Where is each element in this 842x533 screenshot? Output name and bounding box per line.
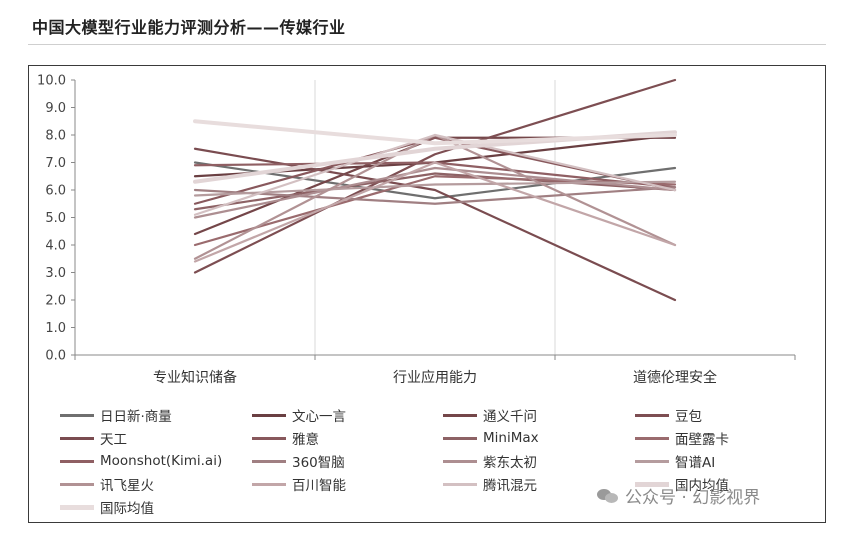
- y-tick-label: 3.0: [45, 266, 66, 281]
- legend-label: 讯飞星火: [100, 478, 154, 494]
- legend-item: MiniMax: [443, 428, 539, 448]
- legend-item: 腾讯混元: [443, 474, 537, 494]
- legend-item: 豆包: [635, 405, 702, 425]
- legend-swatch: [252, 482, 286, 486]
- legend-item: 紫东太初: [443, 451, 537, 471]
- legend-label: 国内均值: [675, 478, 729, 494]
- x-tick-label: 行业应用能力: [393, 369, 477, 386]
- y-tick-label: 10.0: [37, 74, 66, 89]
- legend-swatch: [252, 436, 286, 440]
- legend-swatch: [443, 459, 477, 463]
- legend-label: 紫东太初: [483, 455, 537, 471]
- legend-label: 雅意: [292, 432, 319, 448]
- legend-swatch: [635, 459, 669, 463]
- series-path: [193, 175, 677, 247]
- legend-label: 天工: [100, 432, 127, 448]
- x-tick-label: 专业知识储备: [153, 369, 237, 386]
- legend-swatch: [635, 481, 669, 487]
- legend-item: 百川智能: [252, 474, 346, 494]
- legend-item: 面壁露卡: [635, 428, 729, 448]
- y-tick-label: 8.0: [45, 129, 66, 144]
- legend-swatch: [60, 482, 94, 486]
- legend-item: 通义千问: [443, 405, 537, 425]
- legend-swatch: [60, 504, 94, 510]
- legend-swatch: [60, 436, 94, 440]
- y-tick-label: 9.0: [45, 101, 66, 116]
- legend-label: 腾讯混元: [483, 478, 537, 494]
- legend-label: 百川智能: [292, 478, 346, 494]
- legend-swatch: [443, 482, 477, 486]
- legend-label: 国际均值: [100, 501, 154, 517]
- series-line: [193, 161, 677, 263]
- series-line: [193, 78, 677, 274]
- chart-frame: [28, 65, 826, 523]
- legend-swatch: [635, 436, 669, 440]
- y-tick-label: 4.0: [45, 239, 66, 254]
- legend-item: 智谱AI: [635, 451, 715, 471]
- legend-swatch: [60, 413, 94, 417]
- y-tick-label: 7.0: [45, 156, 66, 171]
- legend-item: 国内均值: [635, 474, 729, 494]
- title-divider: [28, 44, 826, 45]
- legend-swatch: [252, 459, 286, 463]
- series-line: [193, 133, 677, 216]
- watermark: 公众号 · 幻影视界: [597, 483, 760, 508]
- legend-swatch: [252, 413, 286, 417]
- wechat-icon: [597, 487, 619, 505]
- legend-swatch: [443, 413, 477, 417]
- legend-item: 天工: [60, 428, 127, 448]
- legend-label: Moonshot(Kimi.ai): [100, 453, 223, 469]
- legend-swatch: [60, 459, 94, 463]
- series-line: [193, 147, 677, 302]
- page-title: 中国大模型行业能力评测分析——传媒行业: [32, 18, 346, 37]
- y-tick-label: 6.0: [45, 184, 66, 199]
- legend-label: 日日新·商量: [100, 409, 172, 425]
- legend-label: 360智脑: [292, 455, 345, 471]
- legend-label: 通义千问: [483, 409, 537, 425]
- watermark-text: 公众号 · 幻影视界: [625, 488, 761, 508]
- series-path: [193, 119, 677, 146]
- legend-label: 文心一言: [292, 409, 346, 425]
- legend-item: 国际均值: [60, 497, 154, 517]
- legend-label: MiniMax: [483, 430, 539, 446]
- chart-legend: 日日新·商量 文心一言 通义千问 豆包天工 雅意 MiniMax 面壁露卡 Moonshot(…: [60, 405, 820, 520]
- series-line: [193, 186, 677, 205]
- legend-label: 智谱AI: [675, 455, 716, 471]
- legend-label: 豆包: [675, 409, 702, 425]
- legend-label: 面壁露卡: [675, 432, 729, 448]
- y-tick-label: 1.0: [45, 321, 66, 336]
- legend-item: 日日新·商量: [60, 405, 172, 425]
- y-tick-label: 2.0: [45, 294, 66, 309]
- legend-swatch: [443, 436, 477, 440]
- legend-item: 雅意: [252, 428, 319, 448]
- legend-item: 360智脑: [252, 451, 345, 471]
- legend-item: 文心一言: [252, 405, 346, 425]
- y-tick-label: 5.0: [45, 211, 66, 226]
- series-line: [193, 119, 677, 146]
- series-line: [193, 175, 677, 247]
- x-tick-label: 道德伦理安全: [633, 369, 717, 386]
- series-line: [193, 180, 677, 197]
- legend-item: Moonshot(Kimi.ai): [60, 451, 222, 471]
- y-tick-label: 0.0: [45, 349, 66, 364]
- legend-item: 讯飞星火: [60, 474, 154, 494]
- legend-swatch: [635, 413, 669, 417]
